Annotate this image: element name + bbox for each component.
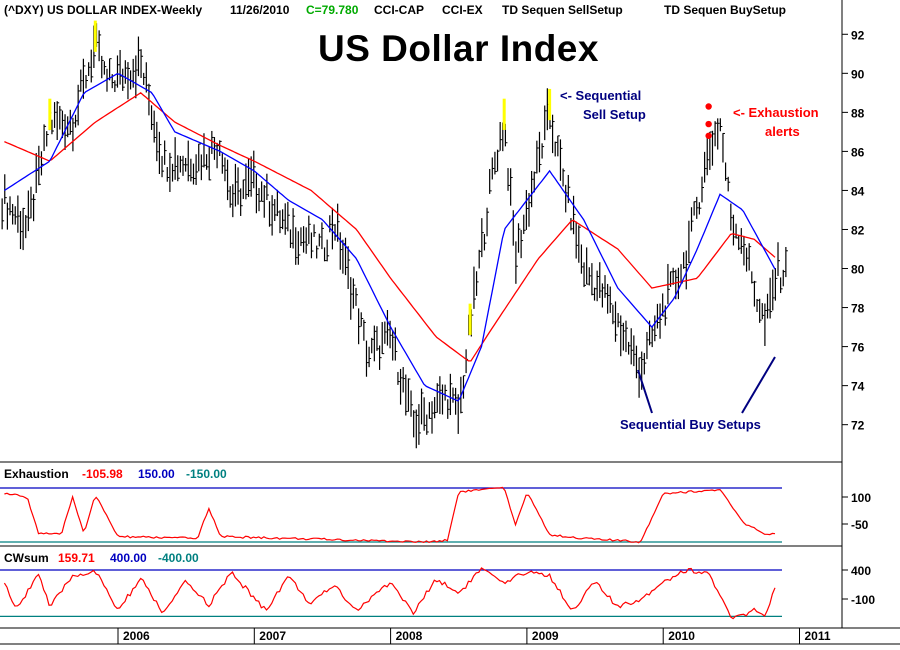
cwsum-panel-name: CWsum	[4, 551, 49, 565]
x-tick-label: 2010	[668, 629, 695, 643]
buy-setup-pointer-right	[741, 356, 776, 414]
exhaustion-panel-name: Exhaustion	[4, 467, 69, 481]
x-tick-label: 2006	[123, 629, 150, 643]
y-tick-label: 74	[851, 380, 865, 394]
buy-setup-pointer-left	[637, 369, 653, 414]
exhaustion-panel-value: -105.98	[82, 467, 123, 481]
indicator-panels	[0, 486, 782, 620]
y-tick-label: 88	[851, 106, 865, 120]
y-tick-label: 80	[851, 263, 865, 277]
sell-setup-highlight	[502, 98, 506, 130]
setup-markers	[48, 20, 712, 335]
moving-averages	[4, 73, 776, 402]
header-indicator-cci-cap: CCI-CAP	[374, 3, 424, 17]
sell-setup-highlight	[468, 303, 472, 335]
cwsum-tick-label: 400	[851, 564, 871, 578]
annotation-pointers	[637, 356, 776, 414]
exhaustion-alert-dot	[705, 103, 712, 110]
header-close: C=79.780	[306, 3, 359, 17]
exhaustion-tick-label: 100	[851, 491, 871, 505]
y-tick-label: 90	[851, 67, 865, 81]
x-tick-label: 2009	[532, 629, 559, 643]
exhaustion-panel-lower: -150.00	[186, 467, 227, 481]
price-bars	[1, 23, 788, 449]
exhaustion-alert-dot	[705, 132, 712, 139]
buy-setups-annotation: Sequential Buy Setups	[620, 417, 761, 432]
exhaustion-alert-dot	[705, 120, 712, 128]
ma-short-line	[4, 73, 776, 402]
header-symbol: (^DXY) US DOLLAR INDEX-Weekly	[4, 3, 203, 17]
chart-title: US Dollar Index	[318, 28, 599, 69]
sell-setup-highlight	[93, 20, 97, 52]
header-indicator-sell-setup: TD Sequen SellSetup	[502, 3, 623, 17]
sell-setup-highlight	[48, 98, 52, 130]
ma-long-line	[4, 91, 776, 362]
x-tick-label: 2011	[805, 629, 831, 643]
y-tick-label: 76	[851, 341, 865, 355]
y-tick-label: 92	[851, 28, 865, 42]
exhaustion-panel-upper: 150.00	[138, 467, 175, 481]
y-tick-label: 82	[851, 223, 865, 237]
exhaustion-tick-label: -50	[851, 518, 869, 532]
sell-setup-highlight	[548, 88, 552, 121]
y-tick-label: 72	[851, 419, 865, 433]
header-date: 11/26/2010	[230, 3, 290, 17]
cwsum-line	[3, 567, 776, 620]
header-indicator-buy-setup: TD Sequen BuySetup	[664, 3, 787, 17]
sell-setup-annotation-line1: <- Sequential	[560, 88, 642, 103]
cwsum-tick-label: -100	[851, 593, 875, 607]
exhaustion-annotation-line1: <- Exhaustion	[733, 105, 819, 120]
cwsum-panel-value: 159.71	[58, 551, 95, 565]
cwsum-panel-upper: 400.00	[110, 551, 147, 565]
y-tick-label: 78	[851, 302, 865, 316]
sell-setup-annotation-line2: Sell Setup	[583, 107, 646, 122]
header-indicator-cci-ex: CCI-EX	[442, 3, 483, 17]
exhaustion-annotation-line2: alerts	[765, 124, 800, 139]
x-tick-label: 2007	[259, 629, 286, 643]
cwsum-panel-lower: -400.00	[158, 551, 199, 565]
exhaustion-line	[4, 486, 776, 544]
x-axis-ticks: 2006 2007 2008 2009 2010 2011	[117, 628, 831, 644]
x-tick-label: 2008	[396, 629, 423, 643]
y-tick-label: 86	[851, 145, 865, 159]
y-axis-ticks: 92 90 88 86 84 82 80 78 76 74 72 100 -50 400 -100	[842, 28, 875, 607]
y-tick-label: 84	[851, 184, 865, 198]
